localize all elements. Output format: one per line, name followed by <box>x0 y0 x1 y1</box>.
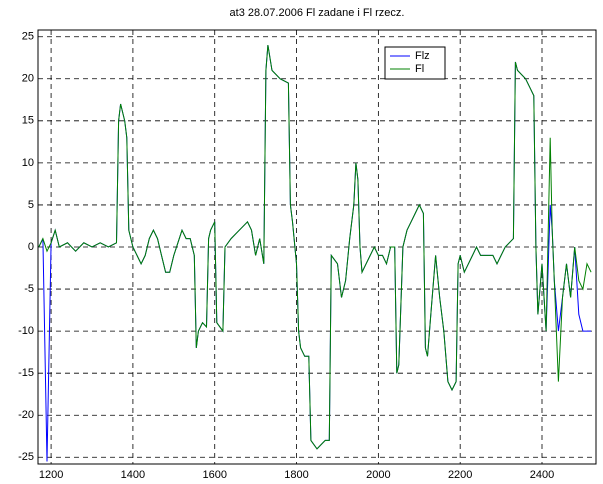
y-tick-label: -15 <box>18 367 34 379</box>
y-tick-label: -10 <box>18 325 34 337</box>
y-tick-label: 20 <box>22 73 34 85</box>
y-tick-label: 15 <box>22 115 34 127</box>
legend-box <box>384 46 446 80</box>
y-tick-label: -20 <box>18 409 34 421</box>
y-tick-label: 25 <box>22 31 34 43</box>
y-tick-label: -25 <box>18 451 34 463</box>
y-tick-label: -5 <box>24 283 34 295</box>
x-tick-label: 1400 <box>121 469 145 481</box>
x-tick-label: 1800 <box>284 469 308 481</box>
chart-title: at3 28.07.2006 Fl zadane i Fl rzecz. <box>230 7 405 19</box>
y-tick-label: 0 <box>28 241 34 253</box>
line-series <box>38 45 592 450</box>
legend-label: Flz <box>415 50 430 62</box>
plot-frame <box>37 29 597 465</box>
y-tick-label: 10 <box>22 157 34 169</box>
y-tick-label: 5 <box>28 199 34 211</box>
x-tick-label: 2000 <box>366 469 390 481</box>
x-tick-label: 1600 <box>202 469 226 481</box>
x-tick-label: 1200 <box>39 469 63 481</box>
x-tick-label: 2400 <box>530 469 554 481</box>
legend-label: Fl <box>415 63 424 75</box>
x-tick-label: 2200 <box>448 469 472 481</box>
